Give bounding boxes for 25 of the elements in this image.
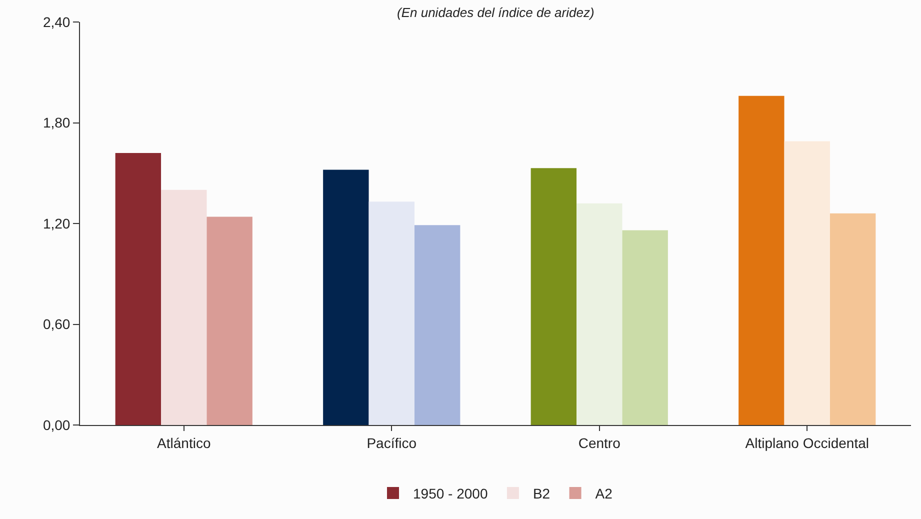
bar [323, 170, 369, 425]
legend-label: A2 [595, 485, 613, 502]
chart-subtitle: (En unidades del índice de aridez) [397, 5, 594, 20]
bar [414, 225, 460, 425]
bar [161, 190, 207, 425]
bar [784, 141, 830, 425]
bar [738, 96, 784, 425]
bar [530, 168, 577, 425]
bar [622, 230, 668, 425]
x-tick-label: Atlántico [157, 434, 211, 451]
y-tick-label: 0,60 [42, 316, 70, 332]
legend-label: 1950 - 2000 [413, 485, 488, 502]
y-tick-label: 0,00 [42, 416, 70, 433]
bar [115, 152, 162, 425]
y-tick-label: 1,80 [42, 114, 70, 131]
y-tick-label: 2,40 [42, 14, 70, 30]
x-tick-label: Pacífico [366, 434, 417, 451]
legend-label: B2 [532, 485, 550, 502]
x-tick-label: Altiplano Occidental [745, 434, 870, 451]
bar [206, 216, 252, 425]
bar [830, 213, 876, 425]
y-tick-label: 1,20 [42, 215, 70, 232]
bar [576, 203, 622, 425]
bar [368, 202, 414, 425]
x-tick-label: Centro [578, 434, 621, 451]
